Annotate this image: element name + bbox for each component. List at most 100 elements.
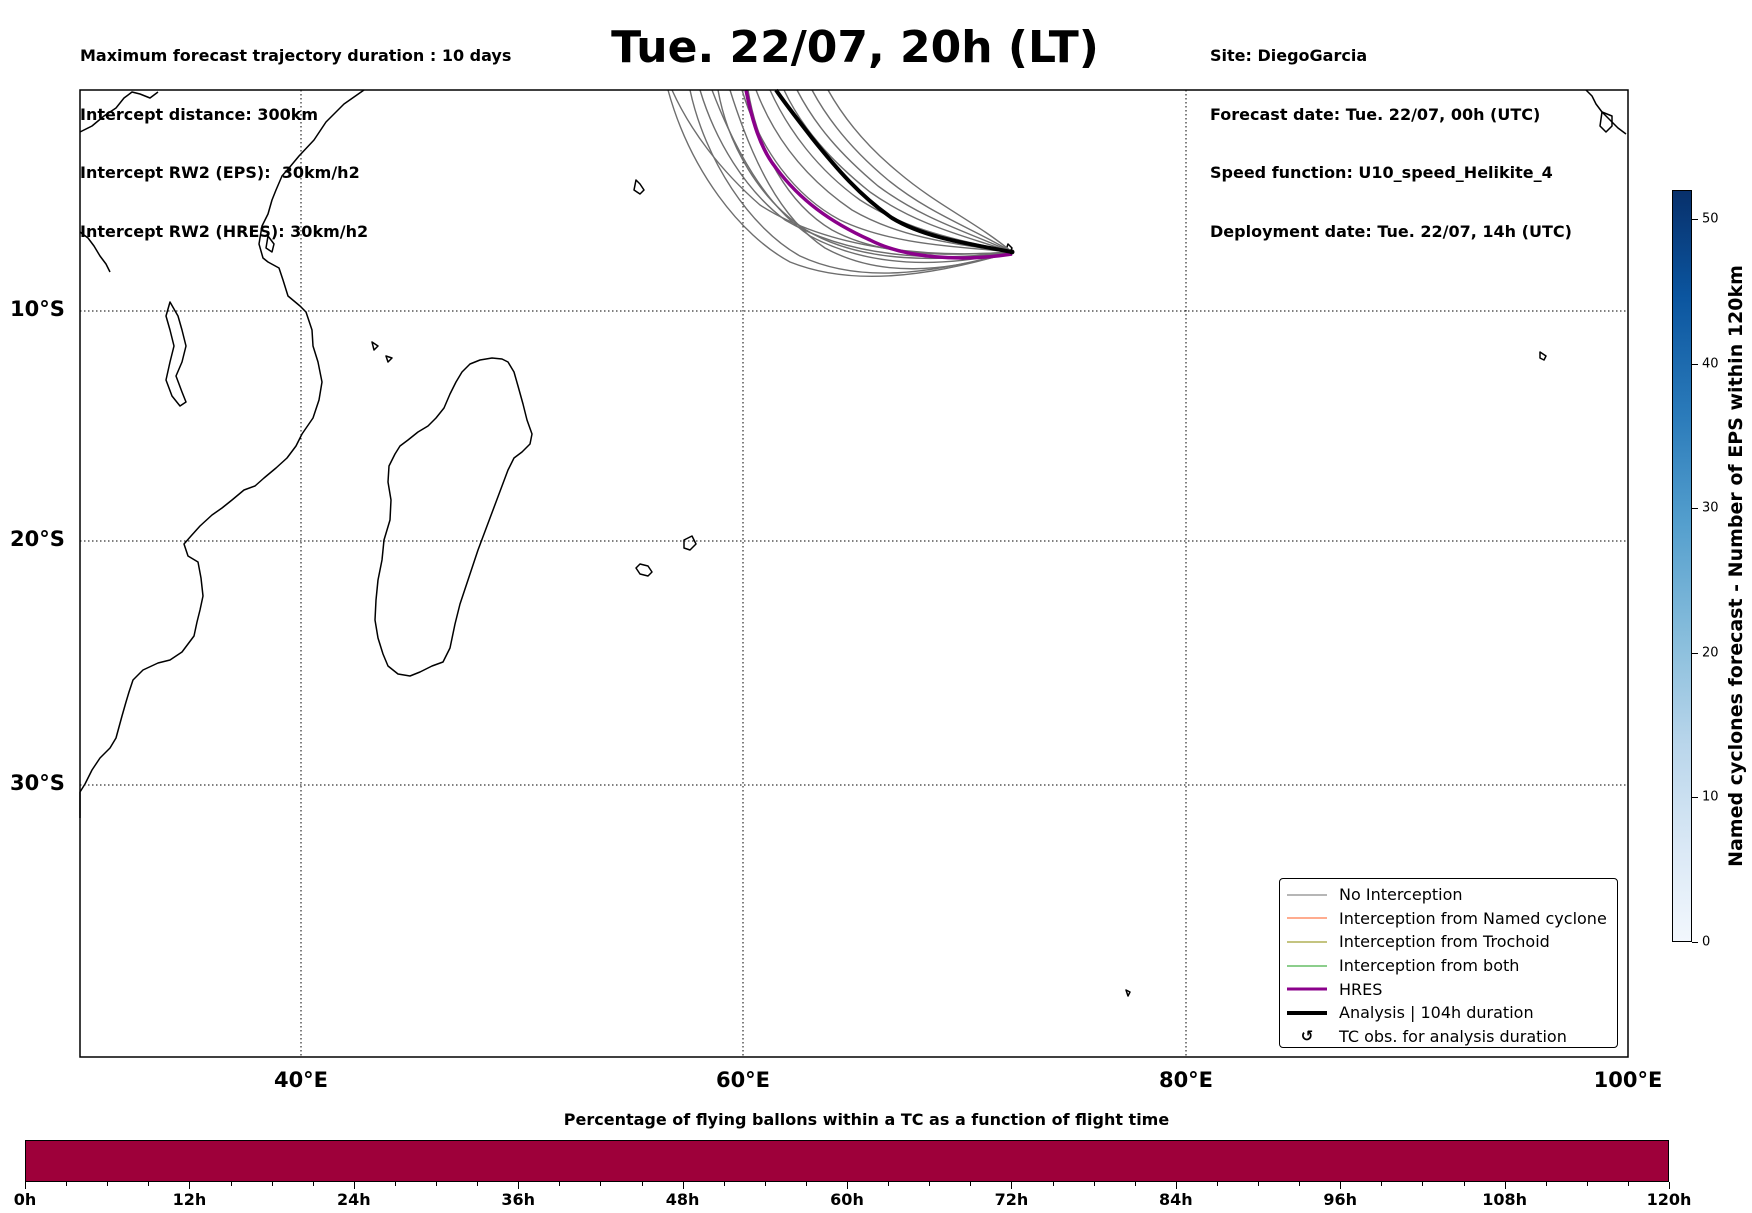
timebar-tick-label: 36h [501,1190,536,1209]
island-reunion [683,535,697,551]
legend-label: No Interception [1339,885,1463,905]
island-mauritius [635,563,653,577]
colorbar-tick-label: 40 [1702,356,1719,372]
colorbar-tick-label: 20 [1702,645,1719,661]
timebar-tick [1586,1182,1588,1186]
coastline-india-tip [1585,89,1627,135]
lat-label-30s: 30°S [10,771,65,795]
timebar-tick [929,1182,931,1186]
timebar-tick [1627,1182,1629,1186]
legend-label: HRES [1339,979,1383,999]
ensemble-trajectory [783,89,1013,253]
coastline-madagascar [374,357,533,677]
timebar-tick-label: 96h [1323,1190,1358,1209]
launch-site-marker [1009,249,1015,255]
legend-item: Interception from both [1280,954,1617,978]
colorbar-tick-label: 10 [1702,789,1719,805]
cyclone-icon: ↺ [1300,1027,1314,1046]
timebar-tick [847,1182,848,1189]
legend-item: No Interception [1280,883,1617,907]
timebar [25,1140,1669,1182]
timebar-tick [1052,1182,1054,1186]
header-line-duration: Maximum forecast trajectory duration : 1… [80,46,512,65]
lon-label-100e: 100°E [1593,1068,1663,1092]
ensemble-trajectory [755,89,1013,253]
timebar-tick [1299,1182,1301,1186]
colorbar-tick-label: 30 [1702,500,1719,516]
colorbar-title: Named cyclones forecast - Number of EPS … [1725,265,1747,867]
timebar-tick [1463,1182,1465,1186]
trajectory-analysis [774,88,1013,254]
colorbar-tick-label: 0 [1702,934,1711,950]
colorbar-tick [1692,652,1698,654]
legend-label: Interception from Trochoid [1339,932,1550,952]
timebar-tick [66,1182,68,1186]
legend-item: ↺ TC obs. for analysis duration [1280,1025,1617,1049]
timebar-tick [1175,1182,1177,1189]
legend-item: Interception from Trochoid [1280,930,1617,954]
ensemble-trajectory [741,89,1013,253]
timebar-tick-label: 108h [1482,1190,1527,1209]
ensemble-trajectory [689,89,1013,274]
colorbar-tick-label: 50 [1702,211,1719,227]
timebar-tick [1422,1182,1424,1186]
timebar-tick [25,1182,26,1189]
header-info-left: Maximum forecast trajectory duration : 1… [80,7,511,261]
colorbar-tick [1692,363,1698,365]
timebar-tick-label: 0h [13,1190,37,1209]
timebar-tick [1545,1182,1547,1186]
timebar-tick [764,1182,766,1186]
ensemble-trajectory [827,89,1013,253]
timebar-tick [1381,1182,1383,1186]
timebar-tick [148,1182,150,1186]
timebar-tick [682,1182,684,1189]
colorbar [1672,190,1692,942]
legend: No Interception Interception from Named c… [1279,878,1618,1048]
timebar-tick [1216,1182,1218,1186]
island-zanzibar [265,235,275,253]
timebar-tick [1504,1182,1506,1189]
timebar-tick [1011,1182,1013,1189]
gridlines [80,90,1628,1057]
header-line-speed-function: Speed function: U10_speed_Helikite_4 [1210,163,1553,182]
timebar-tick [723,1182,725,1186]
legend-item: HRES [1280,977,1617,1001]
legend-label: TC obs. for analysis duration [1339,1026,1567,1046]
timebar-tick [230,1182,232,1186]
timebar-tick [353,1182,355,1189]
header-line-forecast-date: Forecast date: Tue. 22/07, 00h (UTC) [1210,104,1541,124]
timebar-tick [1258,1182,1259,1186]
timebar-tick [805,1182,807,1186]
timebar-tick-label: 12h [172,1190,207,1209]
timebar-tick [189,1182,191,1189]
legend-swatch [1287,913,1327,923]
coastline-africa [79,89,365,818]
island-comoros [371,341,393,363]
timebar-tick-label: 120h [1646,1190,1692,1209]
timebar-tick [107,1182,109,1186]
timebar-title: Percentage of flying ballons within a TC… [563,1110,1170,1129]
map-frame [79,89,1629,1058]
colorbar-tick [1692,942,1698,943]
page-title: Tue. 22/07, 20h (LT) [611,22,1099,73]
lat-label-20s: 20°S [10,527,65,551]
header-line-deployment-date: Deployment date: Tue. 22/07, 14h (UTC) [1210,221,1572,241]
timebar-tick [518,1182,520,1189]
timebar-tick [477,1182,479,1186]
timebar-tick-label: 84h [1158,1190,1193,1209]
timebar-tick [970,1182,972,1186]
legend-swatch: ↺ [1287,1027,1327,1046]
timebar-tick [559,1182,561,1186]
lon-label-80e: 80°E [1158,1068,1214,1092]
trajectory-ensemble [667,89,1013,277]
ensemble-trajectory [811,89,1013,253]
trajectory-hres [744,89,1013,260]
legend-item: Analysis | 104h duration [1280,1001,1617,1025]
timebar-tick [600,1182,602,1186]
header-line-site: Site: DiegoGarcia [1210,46,1368,65]
colorbar-tick [1692,797,1698,799]
legend-item: Interception from Named cyclone [1280,907,1617,931]
legend-swatch [1287,890,1327,900]
timebar-tick-label: 48h [665,1190,700,1209]
island-cocos [1539,351,1547,361]
